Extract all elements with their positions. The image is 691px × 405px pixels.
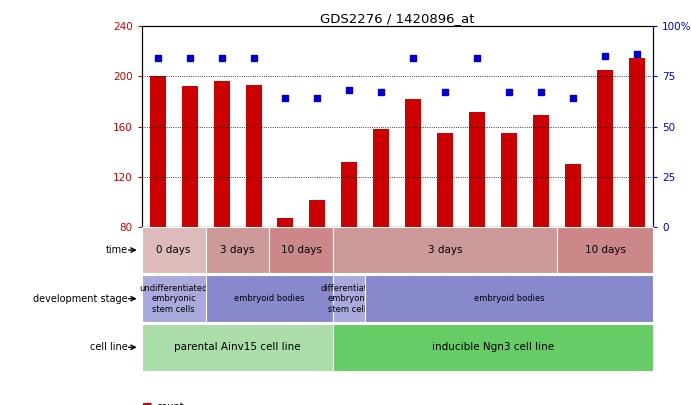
Text: 3 days: 3 days: [220, 245, 255, 255]
Bar: [341, 162, 357, 227]
Text: 3 days: 3 days: [428, 245, 462, 255]
Text: embryoid bodies: embryoid bodies: [474, 294, 545, 303]
Bar: [469, 111, 485, 227]
Text: undifferentiated
embryonic
stem cells: undifferentiated embryonic stem cells: [140, 284, 208, 313]
Bar: [310, 200, 325, 227]
Bar: [406, 99, 422, 227]
Bar: [245, 85, 261, 227]
Bar: [150, 77, 166, 227]
Text: cell line: cell line: [90, 342, 128, 352]
Text: embryoid bodies: embryoid bodies: [234, 294, 305, 303]
Bar: [597, 70, 613, 227]
Text: time: time: [106, 245, 128, 255]
Text: ■: ■: [142, 402, 152, 405]
Text: 0 days: 0 days: [156, 245, 191, 255]
Bar: [373, 129, 389, 227]
Bar: [182, 86, 198, 227]
Text: inducible Ngn3 cell line: inducible Ngn3 cell line: [432, 342, 554, 352]
Text: differentiated
embryonic
stem cells: differentiated embryonic stem cells: [321, 284, 378, 313]
Bar: [501, 133, 517, 227]
Text: parental Ainv15 cell line: parental Ainv15 cell line: [174, 342, 301, 352]
Bar: [533, 115, 549, 227]
Bar: [214, 81, 229, 227]
Text: development stage: development stage: [33, 294, 128, 304]
Text: 10 days: 10 days: [281, 245, 322, 255]
Bar: [278, 218, 294, 227]
Title: GDS2276 / 1420896_at: GDS2276 / 1420896_at: [320, 12, 475, 25]
Bar: [437, 133, 453, 227]
Bar: [565, 164, 581, 227]
Bar: [629, 58, 645, 227]
Text: 10 days: 10 days: [585, 245, 625, 255]
Text: count: count: [157, 402, 184, 405]
